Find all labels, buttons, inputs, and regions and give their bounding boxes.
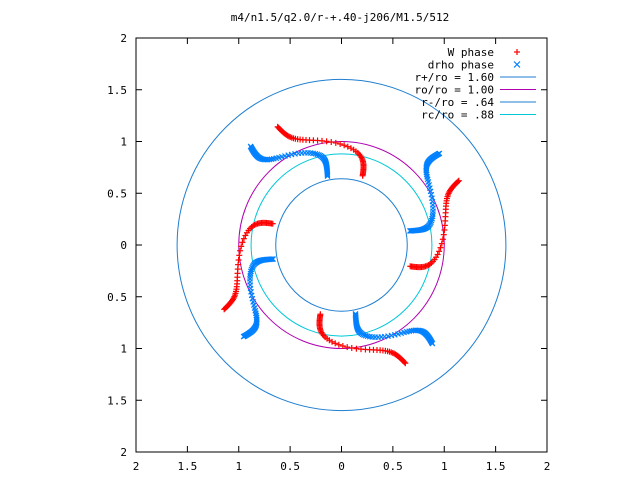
reference-circle <box>275 178 408 312</box>
y-tick-label: 1.5 <box>107 84 127 97</box>
w-phase-point <box>332 340 339 347</box>
w-phase-point <box>344 344 351 351</box>
w-phase-point <box>274 123 281 130</box>
legend-plus-marker <box>514 49 520 55</box>
legend-label: W phase <box>448 46 494 59</box>
w-phase-point <box>221 306 228 313</box>
y-tick-label: 1 <box>120 136 127 149</box>
w-phase-point <box>335 341 342 348</box>
w-phase-point <box>222 305 229 312</box>
drho-phase-point <box>427 219 434 226</box>
y-tick-label: 1.5 <box>107 394 127 407</box>
x-tick-label: 1.5 <box>486 460 506 473</box>
x-tick-label: 0.5 <box>280 460 300 473</box>
x-tick-label: 2 <box>544 460 551 473</box>
legend-label: ro/ro = 1.00 <box>415 84 494 97</box>
reference-circle <box>176 78 507 412</box>
y-tick-label: 2 <box>120 32 127 45</box>
drho-phase-point <box>316 152 322 158</box>
chart-title: m4/n1.5/q2.0/r-+.40-j206/M1.5/512 <box>231 11 450 24</box>
w-phase-point <box>237 247 244 254</box>
w-phase-point <box>402 360 409 367</box>
w-phase-point <box>328 139 335 146</box>
y-tick-label: 0.5 <box>107 291 127 304</box>
w-phase-point <box>275 124 282 131</box>
drho-phase-point <box>429 340 436 347</box>
reference-circle <box>238 141 445 349</box>
w-phase-point <box>240 235 247 242</box>
x-tick-label: 0.5 <box>383 460 403 473</box>
w-phase-point <box>337 140 344 147</box>
w-phase-point <box>329 338 336 345</box>
w-phase-point <box>401 359 408 366</box>
w-phase-point <box>236 252 243 259</box>
drho-phase-point <box>361 332 367 338</box>
w-phase-point <box>454 178 461 185</box>
reference-circle <box>250 153 433 337</box>
drho-phase-point <box>249 264 256 271</box>
w-phase-point <box>439 236 446 243</box>
w-phase-point <box>438 240 445 247</box>
y-tick-label: 0 <box>120 239 127 252</box>
legend-label: rc/ro = .88 <box>421 109 494 122</box>
drho-phase-point <box>240 333 247 340</box>
w-phase-point <box>238 243 245 250</box>
w-phase-point <box>455 177 462 184</box>
drho-phase-point <box>247 143 254 150</box>
legend-label: r-/ro = .64 <box>421 96 494 109</box>
w-phase-point <box>339 343 346 350</box>
w-phase-point <box>440 231 447 238</box>
w-phase-point <box>239 239 246 246</box>
x-tick-label: 2 <box>133 460 140 473</box>
drho-phase-point <box>436 150 443 157</box>
w-phase-point <box>242 232 249 239</box>
x-tick-label: 1.5 <box>177 460 197 473</box>
y-tick-label: 0.5 <box>107 187 127 200</box>
x-tick-label: 0 <box>338 460 345 473</box>
w-phase-point <box>332 139 339 146</box>
x-tick-label: 1 <box>235 460 242 473</box>
w-phase-point <box>436 248 443 255</box>
x-tick-label: 1 <box>441 460 448 473</box>
legend-label: r+/ro = 1.60 <box>415 71 494 84</box>
y-tick-label: 1 <box>120 343 127 356</box>
legend-label: drho phase <box>428 59 494 72</box>
y-tick-label: 2 <box>120 446 127 459</box>
w-phase-point <box>434 251 441 258</box>
w-phase-point <box>347 145 354 152</box>
w-phase-point <box>348 344 355 351</box>
w-phase-point <box>437 244 444 251</box>
w-phase-point <box>341 142 348 149</box>
w-phase-point <box>344 143 351 150</box>
legend-cross-marker <box>513 61 521 68</box>
